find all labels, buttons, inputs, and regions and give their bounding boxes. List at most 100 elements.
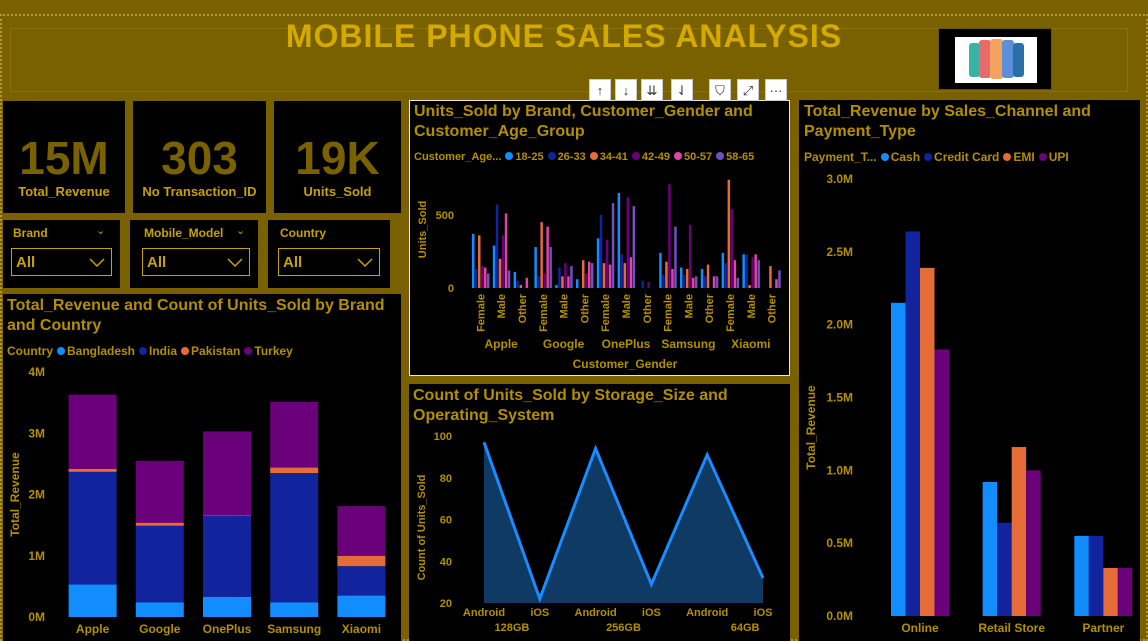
bar[interactable] xyxy=(570,266,573,288)
bar[interactable] xyxy=(742,254,745,288)
bar[interactable] xyxy=(724,263,728,288)
bar[interactable] xyxy=(599,214,603,288)
bar[interactable] xyxy=(626,197,630,288)
focus-mode-icon[interactable]: ⤢ xyxy=(737,79,759,101)
bar-segment[interactable] xyxy=(337,506,386,556)
slicer-mobile-model[interactable]: Mobile_Model ⌄ All xyxy=(130,220,258,288)
legend-item[interactable]: 50-57 xyxy=(683,151,713,163)
slicer-dropdown[interactable]: All xyxy=(278,248,380,276)
bar[interactable] xyxy=(487,273,490,288)
bar[interactable] xyxy=(920,267,935,616)
bar[interactable] xyxy=(712,276,716,288)
bar[interactable] xyxy=(501,235,505,288)
bar-segment[interactable] xyxy=(203,431,251,516)
bar[interactable] xyxy=(561,276,564,288)
bar[interactable] xyxy=(997,522,1012,616)
bar[interactable] xyxy=(775,279,778,288)
bar[interactable] xyxy=(695,276,698,288)
legend-item[interactable]: UPI xyxy=(1048,150,1069,164)
bar[interactable] xyxy=(1074,535,1089,616)
bar[interactable] xyxy=(757,260,760,288)
legend-item[interactable]: Bangladesh xyxy=(67,344,136,358)
bar-segment[interactable] xyxy=(68,584,117,617)
bar-segment[interactable] xyxy=(68,471,117,585)
arrow-down-icon[interactable]: ↓ xyxy=(615,79,637,101)
bar[interactable] xyxy=(665,261,668,288)
bar[interactable] xyxy=(481,266,484,288)
bar[interactable] xyxy=(730,209,734,288)
bar[interactable] xyxy=(513,271,517,288)
bar-segment[interactable] xyxy=(203,515,251,597)
bar[interactable] xyxy=(507,270,511,288)
bar[interactable] xyxy=(1088,535,1104,616)
bar[interactable] xyxy=(591,263,594,288)
legend-item[interactable]: Cash xyxy=(890,150,921,164)
bar[interactable] xyxy=(778,270,781,288)
bar-segment[interactable] xyxy=(337,595,386,617)
chevron-down-icon[interactable]: ⌄ xyxy=(96,225,106,237)
legend-item[interactable]: 18-25 xyxy=(515,151,544,163)
bar[interactable] xyxy=(1011,447,1027,616)
bar[interactable] xyxy=(629,257,633,288)
bar[interactable] xyxy=(721,252,725,288)
legend-item[interactable]: Credit Card xyxy=(934,150,1000,164)
bar-segment[interactable] xyxy=(203,596,251,617)
bar[interactable] xyxy=(674,226,677,288)
bar[interactable] xyxy=(706,264,710,288)
bar[interactable] xyxy=(576,279,579,288)
bar[interactable] xyxy=(537,276,540,288)
legend-item[interactable]: Pakistan xyxy=(191,344,241,358)
bar[interactable] xyxy=(703,276,707,288)
slicer-brand[interactable]: Brand ⌄ All xyxy=(3,220,120,288)
bar[interactable] xyxy=(680,267,683,288)
filter-icon[interactable]: ⛉ xyxy=(709,79,731,101)
legend-item[interactable]: 26-33 xyxy=(557,151,586,163)
bar-segment[interactable] xyxy=(270,402,319,468)
bar[interactable] xyxy=(519,285,523,288)
bar[interactable] xyxy=(891,302,906,616)
slicer-dropdown[interactable]: All xyxy=(142,248,250,276)
bar[interactable] xyxy=(472,233,475,288)
bar[interactable] xyxy=(492,245,496,288)
bar[interactable] xyxy=(727,179,731,288)
chart-revenue-brand-country[interactable]: 0M 1M 2M 3M 4M Total_Revenue Apple Google OnePlu… xyxy=(3,294,401,641)
bar[interactable] xyxy=(1103,567,1118,616)
legend-item[interactable]: Turkey xyxy=(254,344,293,358)
bar-segment[interactable] xyxy=(135,602,184,617)
slicer-dropdown[interactable]: All xyxy=(11,248,112,276)
bar[interactable] xyxy=(620,254,624,288)
bar[interactable] xyxy=(905,231,921,616)
bar[interactable] xyxy=(617,192,621,288)
legend-item[interactable]: 42-49 xyxy=(641,151,670,163)
bar-segment[interactable] xyxy=(203,515,251,516)
bar-segment[interactable] xyxy=(270,473,319,603)
area-fill[interactable] xyxy=(484,442,763,603)
bar[interactable] xyxy=(543,273,546,288)
bar[interactable] xyxy=(751,257,754,288)
bar[interactable] xyxy=(484,267,487,288)
bar[interactable] xyxy=(498,258,502,288)
bar[interactable] xyxy=(540,222,543,288)
bar-segment[interactable] xyxy=(337,555,386,567)
double-arrow-down-icon[interactable]: ⇊ xyxy=(641,79,663,101)
bar[interactable] xyxy=(745,254,748,288)
bar[interactable] xyxy=(504,213,508,288)
arrow-up-icon[interactable]: ↑ xyxy=(589,79,611,101)
bar[interactable] xyxy=(659,252,662,288)
bar[interactable] xyxy=(632,206,636,288)
bar-segment[interactable] xyxy=(135,460,184,523)
bar[interactable] xyxy=(662,274,665,288)
legend-item[interactable]: India xyxy=(149,344,178,358)
bar[interactable] xyxy=(555,285,558,288)
bar[interactable] xyxy=(647,282,650,288)
bar[interactable] xyxy=(671,268,674,288)
bar-segment[interactable] xyxy=(135,522,184,526)
bar[interactable] xyxy=(733,260,737,288)
bar[interactable] xyxy=(1117,567,1133,616)
legend-item[interactable]: EMI xyxy=(1013,150,1035,164)
chart-units-storage-os[interactable]: 20 40 60 80 100 Count of Units_Sold Android iOS… xyxy=(409,384,790,641)
bar[interactable] xyxy=(582,260,585,288)
expand-hierarchy-icon[interactable]: ⇃ xyxy=(671,79,693,101)
bar[interactable] xyxy=(754,254,757,288)
bar[interactable] xyxy=(611,203,615,288)
